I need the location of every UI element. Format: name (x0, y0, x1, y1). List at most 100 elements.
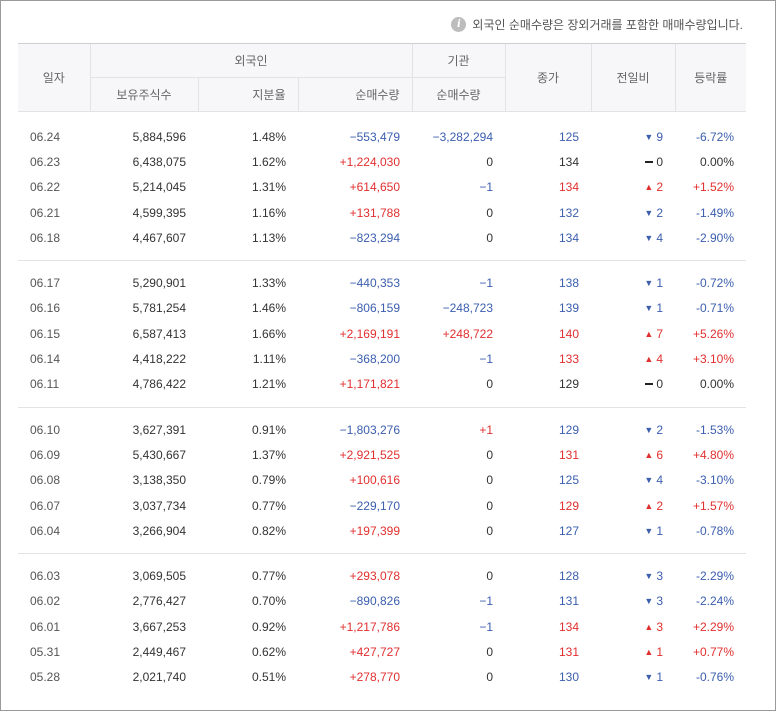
cell-share: 0.79% (251, 473, 286, 488)
flat-dash-icon (645, 383, 654, 386)
cell-change: ▲ 2 (591, 175, 675, 200)
col-holding: 보유주식수 (89, 77, 198, 112)
down-triangle-icon: ▼ (644, 424, 654, 435)
cell-change: ▼ 1 (591, 270, 675, 295)
cell-foreign-net: +1,171,821 (339, 377, 400, 392)
cell-holding: 5,781,254 (132, 301, 186, 316)
cell-date: 06.14 (30, 352, 61, 367)
cell-date: 06.16 (30, 301, 61, 316)
cell-date: 06.21 (30, 205, 61, 220)
cell-date: 06.11 (30, 377, 60, 392)
notice: i 외국인 순매수량은 장외거래를 포함한 매매수량입니다. (451, 15, 743, 33)
cell-date: 06.02 (30, 594, 61, 609)
notice-text: 외국인 순매수량은 장외거래를 포함한 매매수량입니다. (472, 17, 743, 32)
cell-share: 1.33% (251, 276, 286, 291)
cell-date: 06.01 (30, 619, 61, 634)
cell-close: 125 (558, 473, 579, 488)
cell-holding: 2,449,467 (132, 644, 186, 659)
cell-holding: 3,667,253 (132, 619, 186, 634)
cell-foreign-net: −553,479 (349, 129, 400, 144)
cell-inst-net: 0 (486, 205, 493, 220)
cell-change: ▲ 6 (591, 442, 675, 467)
change-value: 4 (656, 230, 663, 245)
cell-holding: 6,438,075 (132, 154, 186, 169)
cell-inst-net: −1 (479, 619, 493, 634)
cell-close: 138 (558, 276, 579, 291)
change-value: 2 (656, 180, 663, 195)
table-row: 06.08 3,138,350 0.79% +100,616 0 125 ▼ 4 -3.10% (18, 468, 746, 493)
cell-close: 129 (558, 422, 579, 437)
cell-holding: 5,290,901 (132, 276, 186, 291)
spacer-row (18, 407, 746, 417)
col-rate: 등락률 (674, 43, 746, 112)
col-change: 전일비 (590, 43, 675, 112)
table-row: 06.01 3,667,253 0.92% +1,217,786 −1 134 ▲ 3 +2.2… (18, 614, 746, 639)
change-value: 2 (656, 422, 663, 437)
cell-foreign-net: +614,650 (349, 180, 400, 195)
cell-rate: +5.26% (692, 326, 734, 341)
cell-inst-net: +1 (479, 422, 493, 437)
cell-date: 05.28 (30, 670, 61, 685)
change-value: 4 (656, 473, 663, 488)
cell-rate: +0.77% (692, 644, 734, 659)
cell-inst-net: 0 (486, 498, 493, 513)
col-inst-net: 순매수량 (411, 77, 505, 112)
cell-date: 06.18 (30, 230, 61, 245)
table-row: 06.23 6,438,075 1.62% +1,224,030 0 134 0 0.00% (18, 149, 746, 174)
cell-foreign-net: −806,159 (349, 301, 400, 316)
cell-close: 140 (558, 326, 579, 341)
cell-change: ▼ 1 (591, 665, 675, 690)
cell-holding: 2,776,427 (132, 594, 186, 609)
up-triangle-icon: ▲ (644, 182, 654, 193)
cell-holding: 2,021,740 (132, 670, 186, 685)
cell-inst-net: 0 (486, 377, 493, 392)
down-triangle-icon: ▼ (644, 278, 654, 289)
table-row: 06.07 3,037,734 0.77% −229,170 0 129 ▲ 2 +1.57% (18, 493, 746, 518)
cell-change: ▲ 2 (591, 493, 675, 518)
cell-share: 1.46% (251, 301, 286, 316)
cell-date: 06.04 (30, 523, 61, 538)
cell-change: ▼ 2 (591, 200, 675, 225)
up-triangle-icon: ▲ (644, 621, 654, 632)
cell-foreign-net: −823,294 (349, 230, 400, 245)
table-row: 05.28 2,021,740 0.51% +278,770 0 130 ▼ 1 -0.76% (18, 665, 746, 690)
cell-rate: +1.52% (692, 180, 734, 195)
cell-foreign-net: +100,616 (349, 473, 400, 488)
table-row: 06.22 5,214,045 1.31% +614,650 −1 134 ▲ 2 +1.52% (18, 175, 746, 200)
table-row: 05.31 2,449,467 0.62% +427,727 0 131 ▲ 1 +0.77% (18, 639, 746, 664)
cell-foreign-net: −1,803,276 (339, 422, 400, 437)
cell-share: 1.31% (251, 180, 286, 195)
cell-foreign-net: −440,353 (349, 276, 400, 291)
cell-close: 125 (558, 129, 579, 144)
cell-inst-net: −1 (479, 594, 493, 609)
cell-change: 0 (591, 149, 675, 174)
info-icon: i (451, 16, 467, 32)
cell-change: ▲ 7 (591, 321, 675, 346)
cell-inst-net: 0 (486, 569, 493, 584)
cell-foreign-net: −368,200 (349, 352, 400, 367)
change-value: 2 (656, 498, 663, 513)
table-row: 06.24 5,884,596 1.48% −553,479 −3,282,294 125… (18, 124, 746, 149)
table-row: 06.21 4,599,395 1.16% +131,788 0 132 ▼ 2 -1.49% (18, 200, 746, 225)
cell-rate: -2.90% (695, 230, 734, 245)
cell-holding: 5,214,045 (132, 180, 186, 195)
cell-rate: 0.00% (699, 154, 734, 169)
cell-rate: +2.29% (692, 619, 734, 634)
table-row: 06.09 5,430,667 1.37% +2,921,525 0 131 ▲ 6 +4.80… (18, 442, 746, 467)
cell-inst-net: 0 (486, 670, 493, 685)
cell-inst-net: 0 (486, 473, 493, 488)
table-row: 06.16 5,781,254 1.46% −806,159 −248,723 139 ▼ 1… (18, 296, 746, 321)
cell-close: 134 (558, 619, 579, 634)
cell-date: 06.22 (30, 180, 61, 195)
change-value: 1 (656, 523, 663, 538)
spacer-row (18, 261, 746, 271)
cell-holding: 5,430,667 (132, 447, 186, 462)
cell-holding: 4,467,607 (132, 230, 186, 245)
cell-change: ▲ 1 (591, 639, 675, 664)
cell-close: 133 (558, 352, 579, 367)
cell-inst-net: +248,722 (442, 326, 493, 341)
col-close: 종가 (504, 43, 591, 112)
cell-holding: 5,884,596 (132, 129, 186, 144)
change-value: 3 (656, 619, 663, 634)
cell-share: 1.11% (252, 352, 286, 367)
